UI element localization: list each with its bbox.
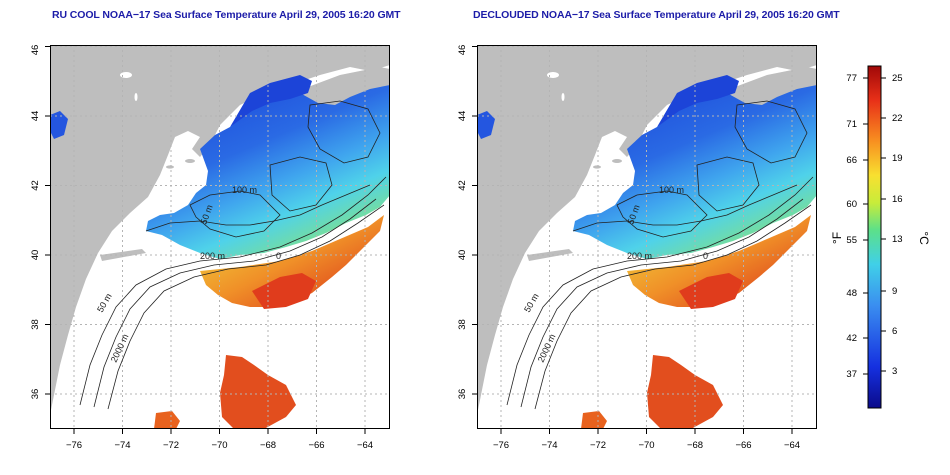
axes-left: −76 −74 −72 −70 −68 −66 −64 36 38 40 42 …	[30, 45, 373, 451]
y-tick-label: 46	[30, 45, 41, 56]
axes-right: −76 −74 −72 −70 −68 −66 −64 36 38 40 42 …	[457, 45, 800, 451]
y-tick-label: 44	[457, 111, 468, 122]
x-tick-label: −74	[114, 440, 130, 451]
x-tick-label: −64	[784, 440, 800, 451]
x-tick-label: −68	[687, 440, 703, 451]
x-tick-label: −74	[541, 440, 557, 451]
y-tick-label: 42	[457, 180, 468, 191]
y-tick-label: 46	[457, 45, 468, 56]
map-right: 100 m 50 m 200 m 50 m 2000 m 0	[476, 44, 818, 430]
y-tick-label: 40	[30, 250, 41, 261]
y-tick-label: 40	[457, 250, 468, 261]
x-tick-label: −66	[735, 440, 751, 451]
map-title-right: DECLOUDED NOAA−17 Sea Surface Temperatur…	[473, 9, 840, 21]
x-tick-label: −72	[163, 440, 179, 451]
x-tick-label: −72	[590, 440, 606, 451]
colorbar-f-tick: 71	[846, 119, 857, 130]
x-tick-label: −66	[308, 440, 324, 451]
contour-label-200m-right: 200 m	[627, 251, 652, 261]
colorbar: 77 71 66 60 55 48 42 37 25 22 19 16 13 9…	[830, 65, 931, 409]
x-tick-label: −70	[638, 440, 654, 451]
y-tick-label: 44	[30, 111, 41, 122]
colorbar-c-tick: 25	[892, 73, 903, 84]
y-tick-label: 36	[30, 389, 41, 400]
contour-label-200m-left: 200 m	[200, 251, 225, 261]
contour-label-0-right: 0	[703, 251, 708, 261]
colorbar-ramp	[867, 65, 882, 409]
colorbar-f-tick: 66	[846, 155, 857, 166]
x-tick-label: −76	[66, 440, 82, 451]
contour-label-100m-right: 100 m	[659, 185, 684, 195]
colorbar-celsius-label: °C	[917, 231, 931, 245]
map-left: 100 m 50 m 200 m 50 m 2000 m 0	[49, 44, 391, 430]
y-tick-label: 38	[457, 319, 468, 330]
colorbar-c-tick: 3	[892, 366, 897, 377]
colorbar-f-tick: 37	[846, 369, 857, 380]
contour-label-0-left: 0	[276, 251, 281, 261]
x-tick-label: −64	[357, 440, 373, 451]
x-tick-label: −70	[211, 440, 227, 451]
colorbar-f-tick: 55	[846, 235, 857, 246]
x-tick-label: −76	[493, 440, 509, 451]
colorbar-c-tick: 22	[892, 113, 903, 124]
y-tick-label: 36	[457, 389, 468, 400]
y-tick-label: 38	[30, 319, 41, 330]
y-tick-label: 42	[30, 180, 41, 191]
colorbar-c-tick: 13	[892, 234, 903, 245]
colorbar-c-tick: 19	[892, 153, 903, 164]
colorbar-f-tick: 60	[846, 199, 857, 210]
colorbar-c-tick: 6	[892, 326, 897, 337]
colorbar-c-tick: 16	[892, 194, 903, 205]
x-tick-label: −68	[260, 440, 276, 451]
colorbar-f-tick: 48	[846, 288, 857, 299]
colorbar-f-tick: 42	[846, 333, 857, 344]
colorbar-c-tick: 9	[892, 286, 897, 297]
map-title-left: RU COOL NOAA−17 Sea Surface Temperature …	[52, 9, 401, 21]
colorbar-f-tick: 77	[846, 73, 857, 84]
colorbar-fahrenheit-label: °F	[830, 232, 844, 244]
contour-label-100m-left: 100 m	[232, 185, 257, 195]
